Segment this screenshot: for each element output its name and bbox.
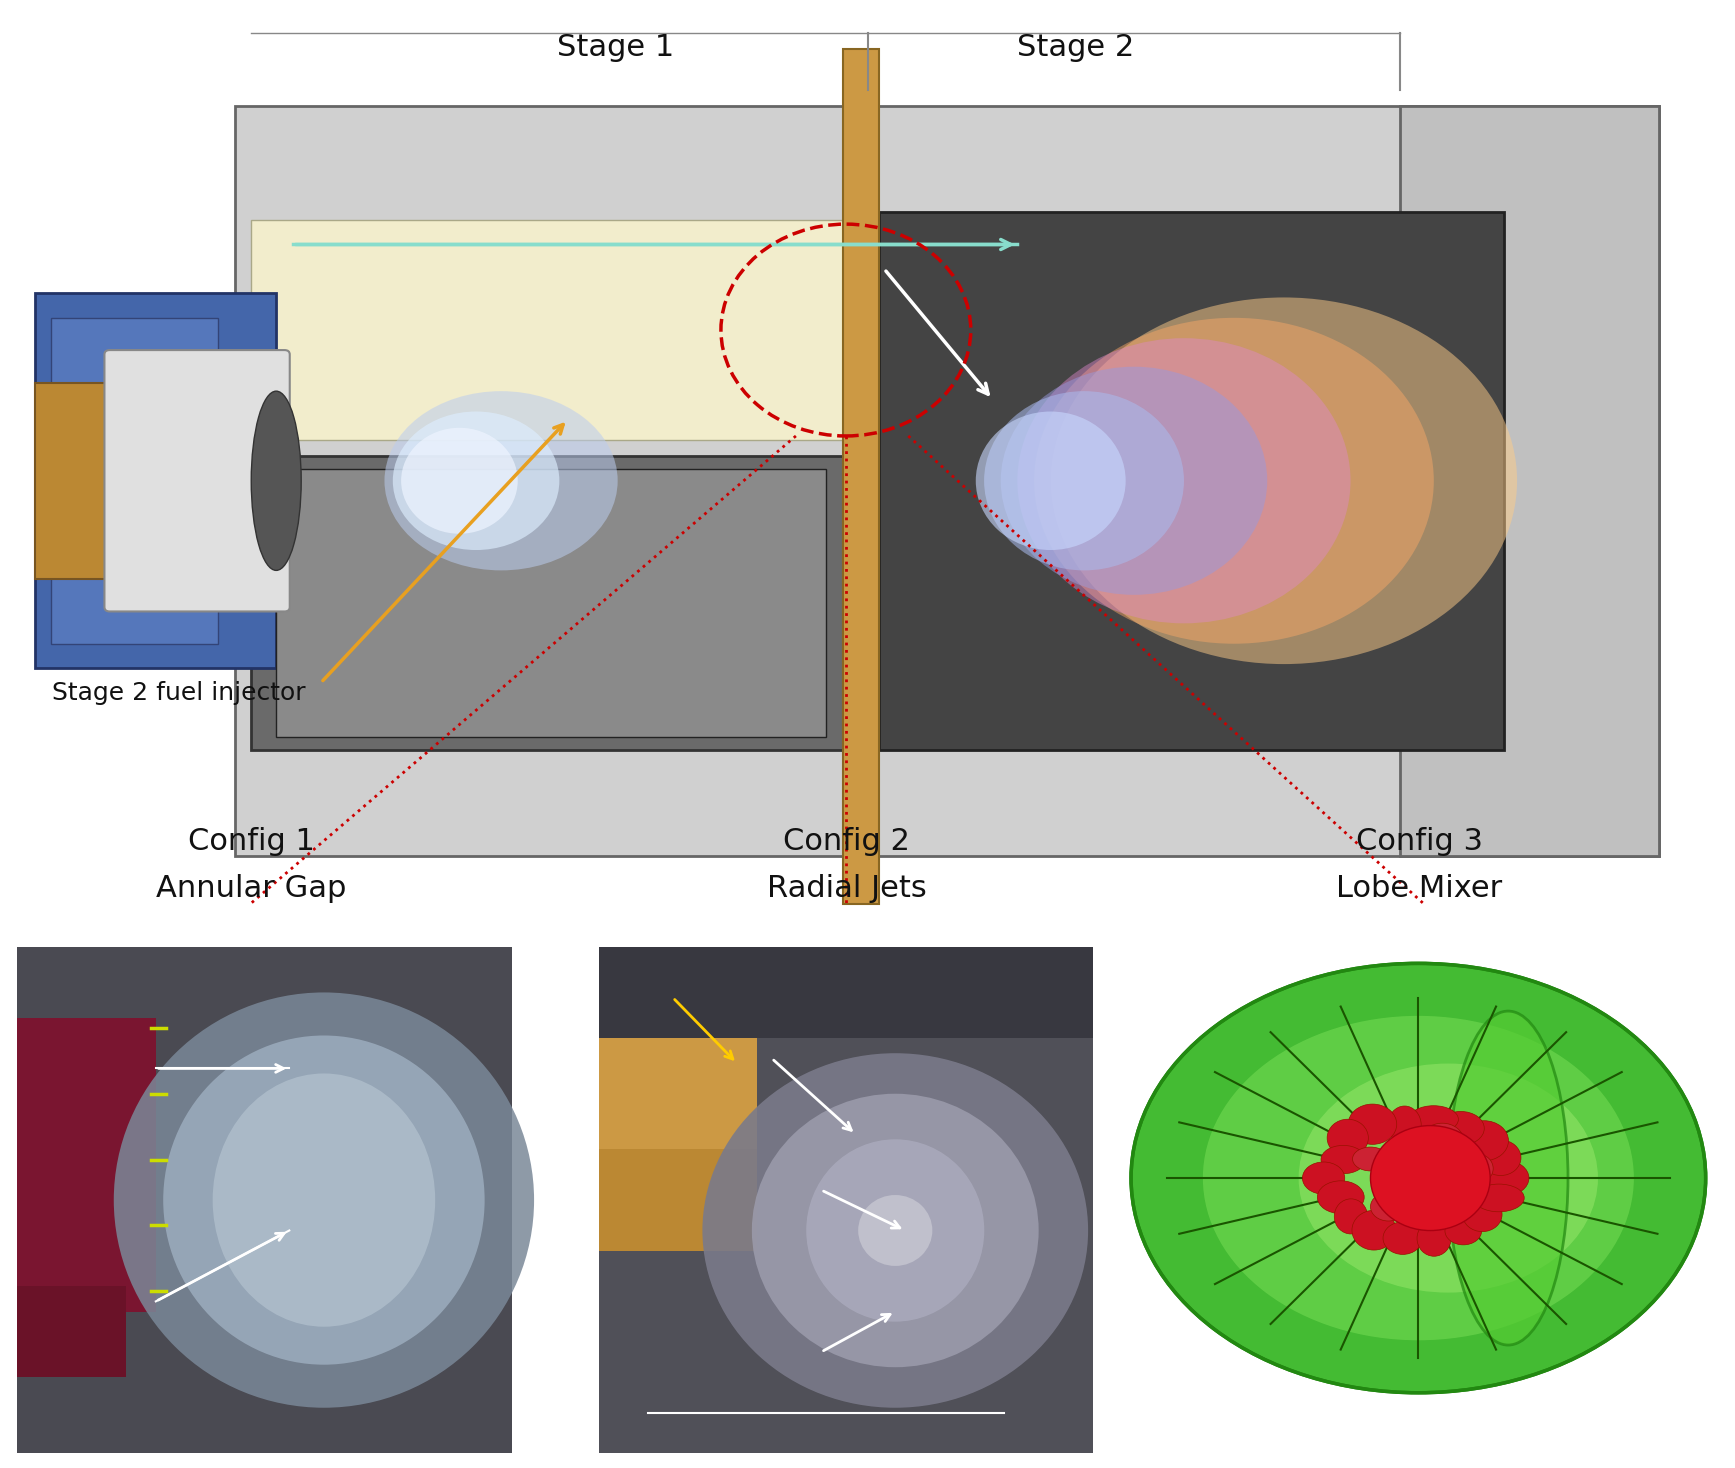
- Ellipse shape: [385, 390, 618, 571]
- FancyBboxPatch shape: [843, 48, 880, 904]
- Ellipse shape: [1473, 1185, 1525, 1211]
- Ellipse shape: [1320, 1145, 1365, 1174]
- Ellipse shape: [1409, 1105, 1459, 1133]
- Ellipse shape: [1417, 1220, 1450, 1257]
- FancyBboxPatch shape: [252, 457, 843, 750]
- FancyBboxPatch shape: [252, 220, 843, 440]
- Ellipse shape: [252, 390, 302, 571]
- FancyBboxPatch shape: [1400, 106, 1659, 856]
- Ellipse shape: [1463, 1198, 1503, 1232]
- FancyBboxPatch shape: [599, 947, 1093, 1453]
- Ellipse shape: [1371, 1192, 1407, 1221]
- FancyBboxPatch shape: [17, 1286, 127, 1377]
- Ellipse shape: [1445, 1217, 1482, 1245]
- Ellipse shape: [1334, 1199, 1367, 1235]
- Ellipse shape: [115, 992, 534, 1408]
- Ellipse shape: [1463, 1154, 1494, 1183]
- Text: Annular Gap: Annular Gap: [156, 873, 347, 903]
- Text: Stage 2: Stage 2: [1017, 32, 1135, 62]
- Ellipse shape: [1483, 1161, 1529, 1195]
- FancyBboxPatch shape: [880, 211, 1504, 750]
- Ellipse shape: [1034, 317, 1433, 643]
- Ellipse shape: [1388, 1105, 1421, 1144]
- Ellipse shape: [1352, 1210, 1397, 1251]
- FancyBboxPatch shape: [35, 383, 127, 578]
- Ellipse shape: [1017, 338, 1350, 624]
- Ellipse shape: [1421, 1123, 1463, 1157]
- Text: Config 2: Config 2: [782, 826, 911, 856]
- Ellipse shape: [1437, 1111, 1483, 1145]
- Ellipse shape: [751, 1094, 1039, 1367]
- Ellipse shape: [392, 411, 559, 550]
- Ellipse shape: [807, 1139, 984, 1321]
- Text: Config 3: Config 3: [1355, 826, 1483, 856]
- FancyBboxPatch shape: [52, 317, 219, 643]
- Ellipse shape: [1449, 1011, 1568, 1345]
- FancyBboxPatch shape: [17, 947, 512, 1453]
- FancyBboxPatch shape: [104, 349, 290, 612]
- Ellipse shape: [1480, 1141, 1522, 1176]
- Ellipse shape: [1353, 1147, 1388, 1171]
- FancyBboxPatch shape: [35, 294, 276, 668]
- Ellipse shape: [859, 1195, 932, 1265]
- FancyBboxPatch shape: [599, 947, 1093, 1038]
- Ellipse shape: [1371, 1126, 1490, 1230]
- Text: Radial Jets: Radial Jets: [767, 873, 926, 903]
- FancyBboxPatch shape: [234, 106, 1659, 856]
- Text: Stage 1: Stage 1: [557, 32, 675, 62]
- Ellipse shape: [703, 1053, 1088, 1408]
- Ellipse shape: [163, 1035, 484, 1365]
- Text: Lobe Mixer: Lobe Mixer: [1336, 873, 1503, 903]
- Ellipse shape: [1383, 1221, 1423, 1254]
- Ellipse shape: [1327, 1119, 1369, 1157]
- Ellipse shape: [1051, 298, 1516, 664]
- Ellipse shape: [1459, 1120, 1508, 1161]
- FancyBboxPatch shape: [599, 1038, 756, 1149]
- Ellipse shape: [975, 411, 1126, 550]
- FancyBboxPatch shape: [599, 1038, 756, 1251]
- FancyBboxPatch shape: [17, 1017, 156, 1311]
- FancyBboxPatch shape: [276, 468, 826, 737]
- Ellipse shape: [1131, 963, 1706, 1393]
- Ellipse shape: [1001, 367, 1267, 595]
- Ellipse shape: [1348, 1104, 1397, 1145]
- Ellipse shape: [213, 1073, 435, 1327]
- Ellipse shape: [1298, 1063, 1598, 1293]
- Ellipse shape: [401, 427, 517, 534]
- Ellipse shape: [1317, 1180, 1364, 1214]
- Ellipse shape: [984, 390, 1183, 571]
- Text: Stage 2 fuel injector: Stage 2 fuel injector: [52, 681, 305, 705]
- Text: Config 1: Config 1: [187, 826, 316, 856]
- Ellipse shape: [1303, 1163, 1345, 1193]
- Ellipse shape: [1202, 1016, 1634, 1340]
